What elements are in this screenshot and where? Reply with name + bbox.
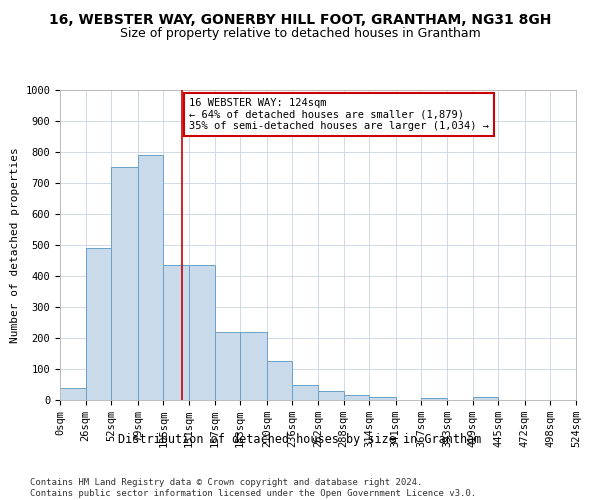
Bar: [344, 396, 369, 400]
Bar: [240, 332, 267, 400]
Bar: [60, 388, 86, 400]
Bar: [111, 168, 138, 400]
Text: 16, WEBSTER WAY, GONERBY HILL FOOT, GRANTHAM, NG31 8GH: 16, WEBSTER WAY, GONERBY HILL FOOT, GRAN…: [49, 12, 551, 26]
Bar: [189, 265, 215, 400]
Bar: [421, 398, 447, 400]
Bar: [369, 397, 396, 400]
Bar: [86, 248, 111, 400]
Text: Size of property relative to detached houses in Grantham: Size of property relative to detached ho…: [119, 28, 481, 40]
Text: Contains HM Land Registry data © Crown copyright and database right 2024.
Contai: Contains HM Land Registry data © Crown c…: [30, 478, 476, 498]
Bar: [163, 265, 189, 400]
Bar: [318, 390, 344, 400]
Bar: [138, 155, 163, 400]
Y-axis label: Number of detached properties: Number of detached properties: [10, 147, 20, 343]
Bar: [267, 361, 292, 400]
Bar: [292, 384, 318, 400]
Text: Distribution of detached houses by size in Grantham: Distribution of detached houses by size …: [118, 432, 482, 446]
Text: 16 WEBSTER WAY: 124sqm
← 64% of detached houses are smaller (1,879)
35% of semi-: 16 WEBSTER WAY: 124sqm ← 64% of detached…: [189, 98, 489, 131]
Bar: [473, 397, 498, 400]
Bar: [215, 332, 240, 400]
